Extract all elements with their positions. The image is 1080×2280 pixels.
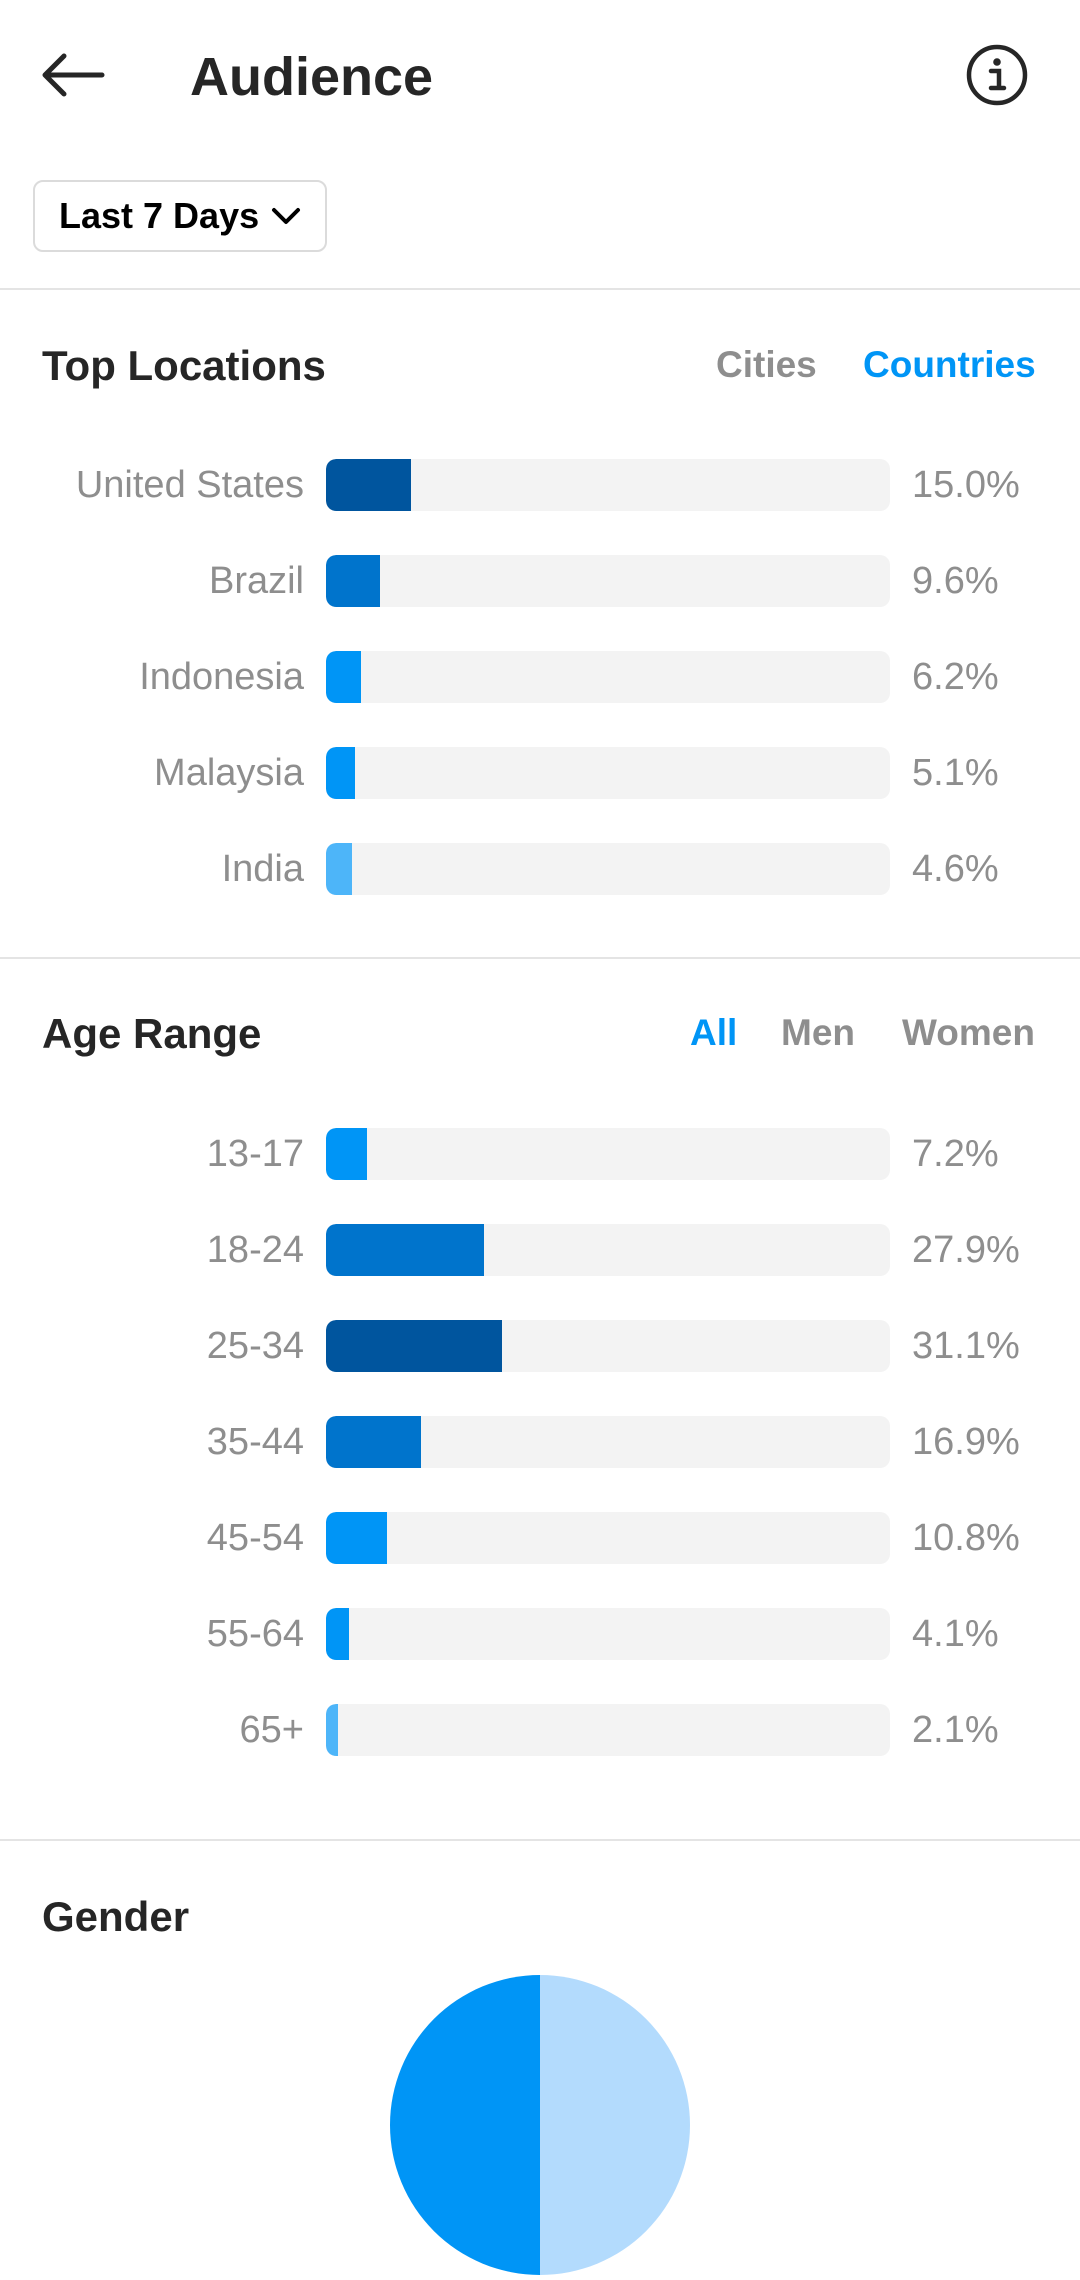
bar-label: India xyxy=(221,848,304,890)
bar-fill xyxy=(326,747,355,799)
bar-value: 5.1% xyxy=(912,752,999,794)
pie-slice xyxy=(540,1975,690,2275)
bar-value: 6.2% xyxy=(912,656,999,698)
bar-fill xyxy=(326,1608,350,1660)
divider xyxy=(0,288,1080,290)
divider xyxy=(0,957,1080,959)
bar-fill xyxy=(326,651,362,703)
bar-track xyxy=(326,1128,890,1180)
bar-track xyxy=(326,1512,890,1564)
location-row: Malaysia 5.1% xyxy=(0,747,1080,799)
back-button[interactable] xyxy=(38,40,108,110)
chevron-down-icon xyxy=(272,208,301,224)
bar-track xyxy=(326,651,890,703)
bar-label: 65+ xyxy=(239,1709,304,1751)
location-row: United States 15.0% xyxy=(0,459,1080,511)
bar-label: 35-44 xyxy=(206,1421,304,1463)
age-row: 13-17 7.2% xyxy=(0,1128,1080,1180)
bar-track xyxy=(326,747,890,799)
age-row: 18-24 27.9% xyxy=(0,1224,1080,1276)
bar-track xyxy=(326,1224,890,1276)
bar-value: 10.8% xyxy=(912,1517,1020,1559)
location-row: India 4.6% xyxy=(0,843,1080,895)
bar-value: 9.6% xyxy=(912,560,999,602)
bar-fill xyxy=(326,555,381,607)
bar-label: Indonesia xyxy=(139,656,304,698)
bar-fill xyxy=(326,459,411,511)
info-icon xyxy=(966,44,1028,106)
tab-cities[interactable]: Cities xyxy=(716,344,817,385)
bar-label: 55-64 xyxy=(206,1613,304,1655)
bar-value: 31.1% xyxy=(912,1325,1020,1367)
age-range-title: Age Range xyxy=(42,1010,262,1057)
tab-countries[interactable]: Countries xyxy=(863,344,1036,385)
date-range-label: Last 7 Days xyxy=(59,195,260,236)
bar-label: 18-24 xyxy=(206,1229,304,1271)
date-range-dropdown[interactable]: Last 7 Days xyxy=(33,180,328,252)
top-locations-title: Top Locations xyxy=(42,342,326,389)
arrow-left-icon xyxy=(42,53,105,97)
info-button[interactable] xyxy=(964,42,1030,108)
tab-all[interactable]: All xyxy=(690,1012,738,1053)
gender-pie-chart xyxy=(390,1975,690,2275)
tab-men[interactable]: Men xyxy=(781,1012,855,1053)
bar-fill xyxy=(326,1512,388,1564)
top-bar: Audience xyxy=(0,0,1080,150)
age-row: 65+ 2.1% xyxy=(0,1704,1080,1756)
bar-label: 13-17 xyxy=(206,1133,304,1175)
age-row: 35-44 16.9% xyxy=(0,1416,1080,1468)
bar-track xyxy=(326,1608,890,1660)
bar-fill xyxy=(326,843,352,895)
bar-value: 15.0% xyxy=(912,464,1020,506)
divider xyxy=(0,1839,1080,1841)
bar-track xyxy=(326,843,890,895)
location-row: Indonesia 6.2% xyxy=(0,651,1080,703)
bar-track xyxy=(326,459,890,511)
bar-value: 16.9% xyxy=(912,1421,1020,1463)
bar-label: 25-34 xyxy=(206,1325,304,1367)
age-row: 45-54 10.8% xyxy=(0,1512,1080,1564)
tab-women[interactable]: Women xyxy=(902,1012,1035,1053)
bar-value: 27.9% xyxy=(912,1229,1020,1271)
age-row: 25-34 31.1% xyxy=(0,1320,1080,1372)
bar-value: 4.6% xyxy=(912,848,999,890)
bar-label: Brazil xyxy=(208,560,304,602)
gender-title: Gender xyxy=(42,1893,190,1940)
bar-fill xyxy=(326,1416,422,1468)
bar-value: 4.1% xyxy=(912,1613,999,1655)
bar-label: United States xyxy=(75,464,304,506)
bar-fill xyxy=(326,1128,367,1180)
location-row: Brazil 9.6% xyxy=(0,555,1080,607)
pie-slice xyxy=(390,1975,540,2275)
bar-fill xyxy=(326,1704,338,1756)
bar-track xyxy=(326,555,890,607)
bar-track xyxy=(326,1320,890,1372)
age-row: 55-64 4.1% xyxy=(0,1608,1080,1660)
bar-fill xyxy=(326,1224,484,1276)
page-title: Audience xyxy=(190,47,434,107)
bar-value: 7.2% xyxy=(912,1133,999,1175)
bar-value: 2.1% xyxy=(912,1709,999,1751)
bar-label: Malaysia xyxy=(154,752,304,794)
bar-track xyxy=(326,1704,890,1756)
bar-label: 45-54 xyxy=(206,1517,304,1559)
bar-fill xyxy=(326,1320,502,1372)
bar-track xyxy=(326,1416,890,1468)
filter-row: Last 7 Days xyxy=(0,150,1080,288)
